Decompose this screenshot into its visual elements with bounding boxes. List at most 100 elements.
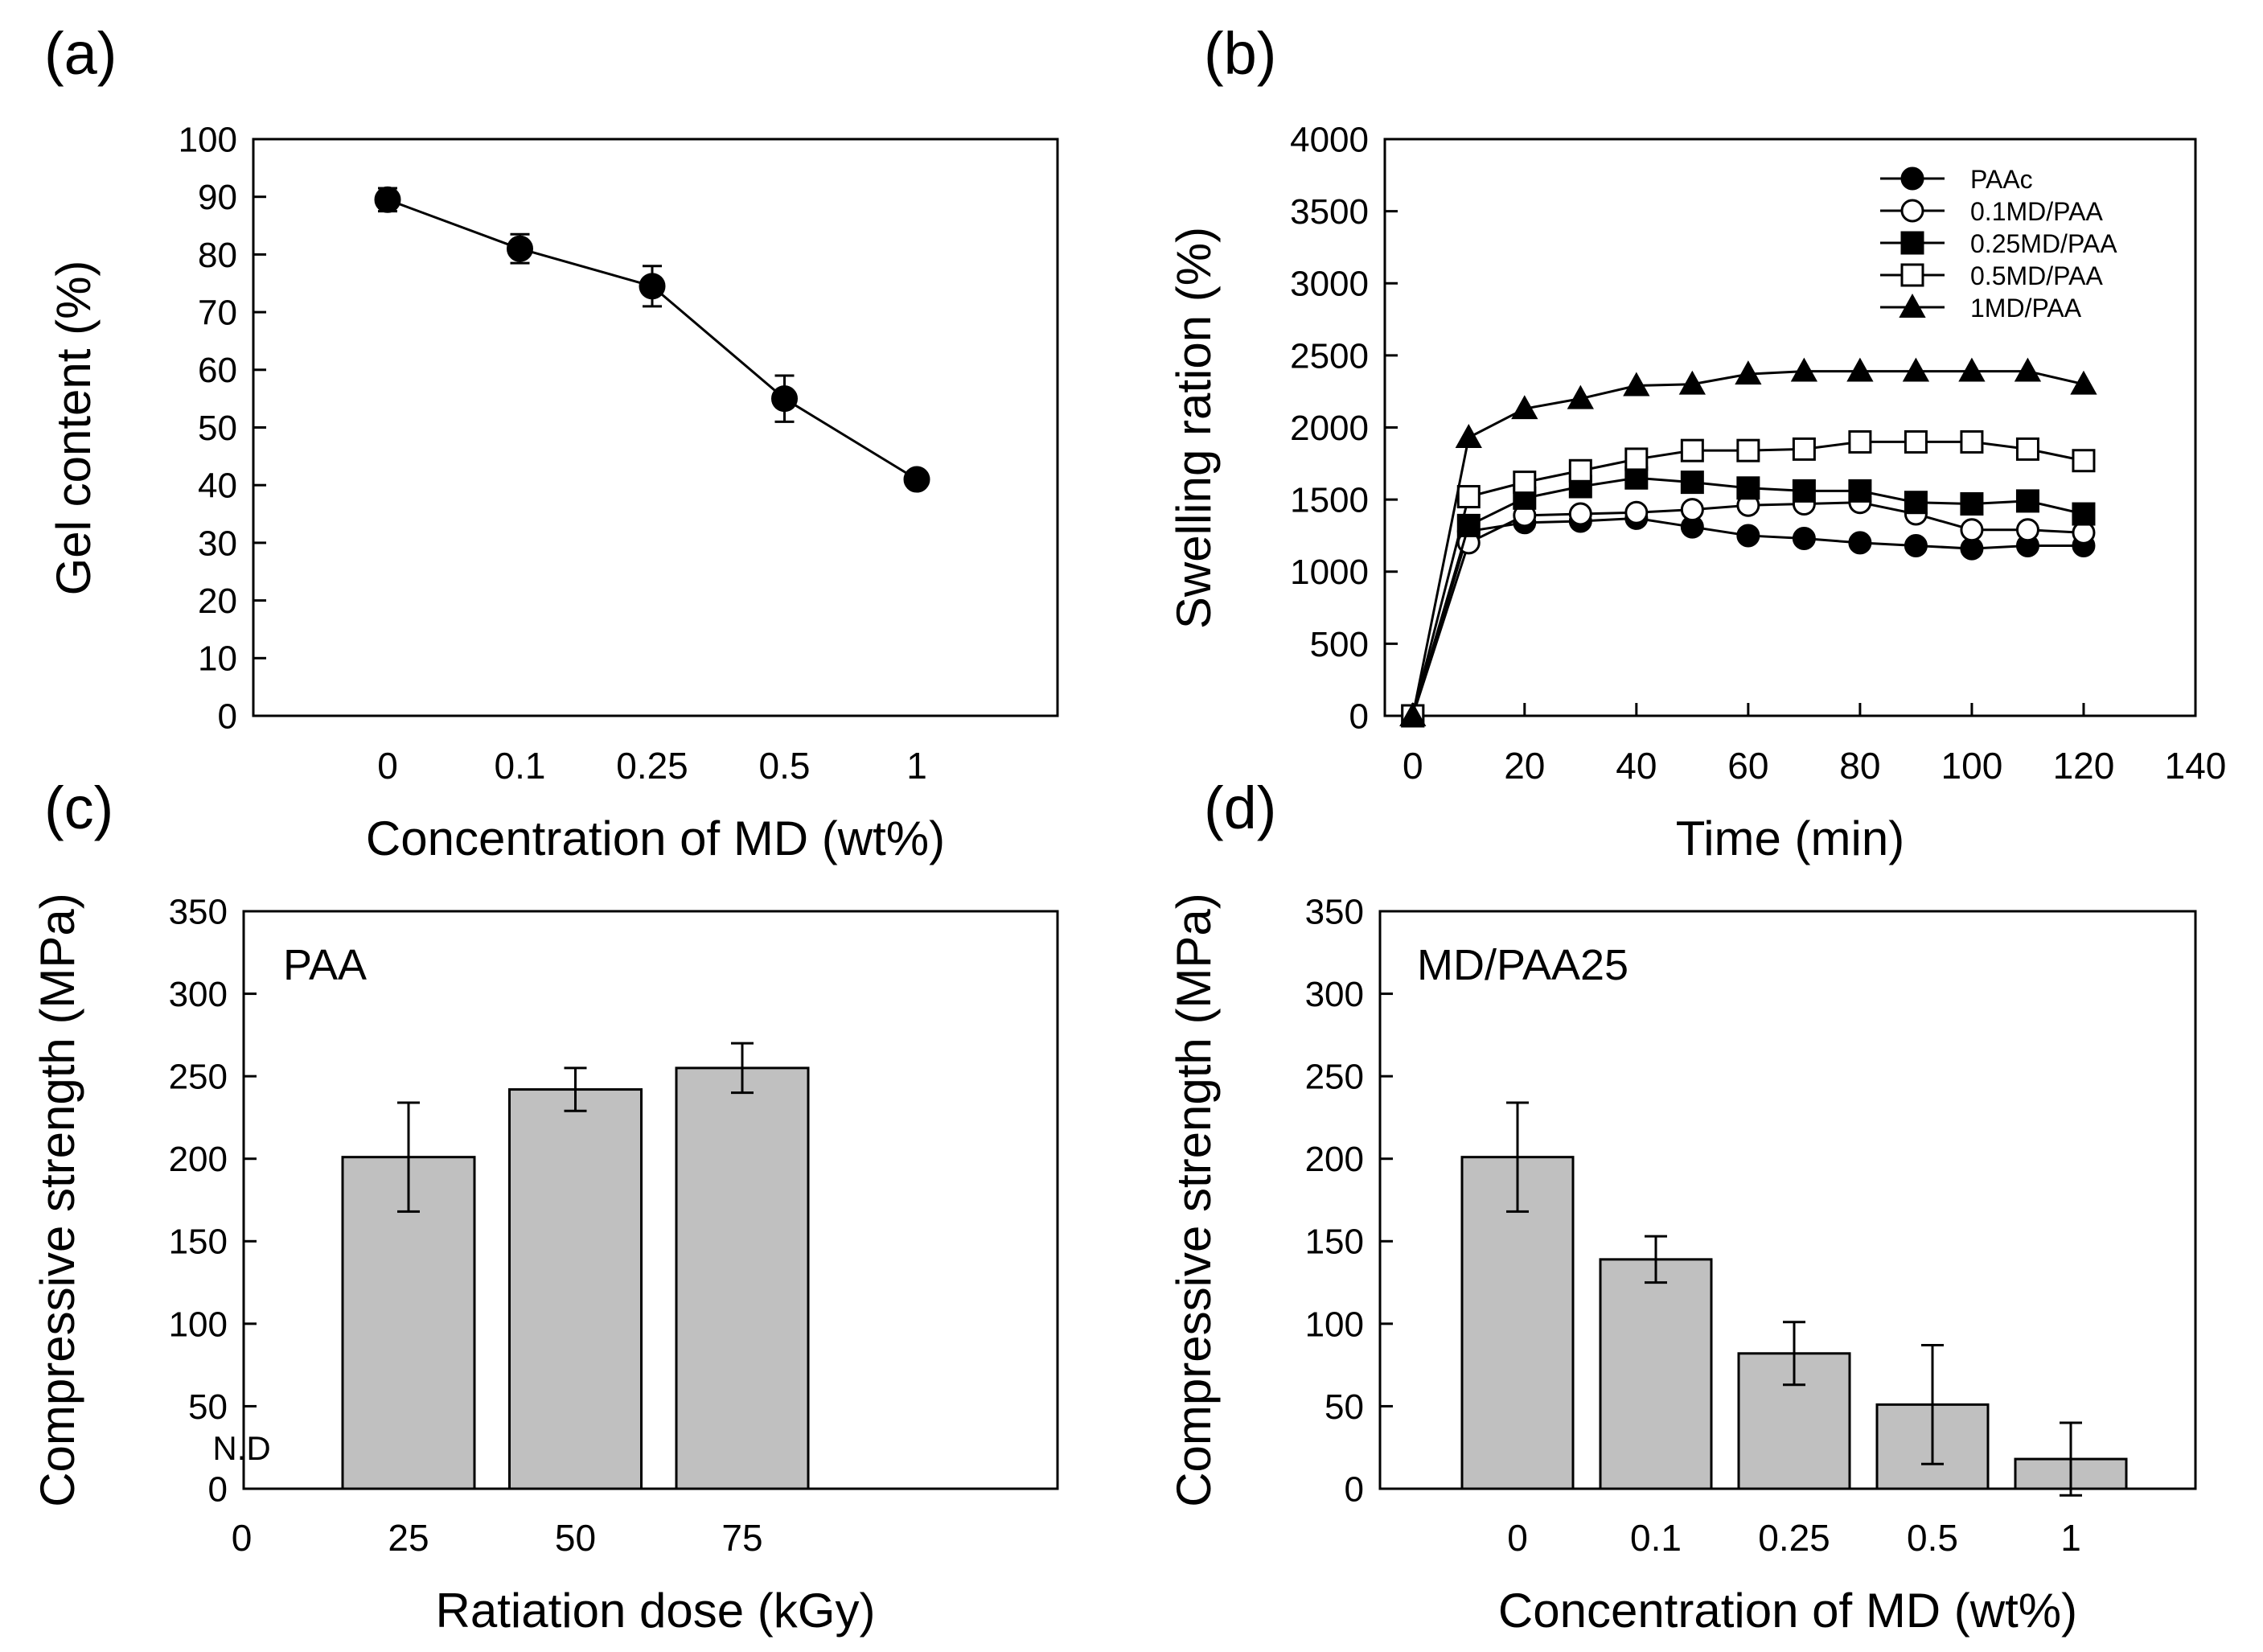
legend-marker-paac xyxy=(1900,166,1924,191)
x-tick-label: 1 xyxy=(2060,1517,2081,1559)
x-tick-label: 0.1 xyxy=(1630,1517,1682,1559)
y-tick-label: 50 xyxy=(198,409,237,448)
x-tick-label: 100 xyxy=(1941,745,2003,787)
data-point-0-5md-paa xyxy=(1456,485,1481,509)
panel-b-legend: PAAc 0.1MD/PAA 0.25MD/PAA 0.5MD/PAA 1MD/PAA xyxy=(1880,165,2117,323)
y-tick-label: 30 xyxy=(198,524,237,563)
y-tick-label: 0 xyxy=(208,1469,228,1509)
x-tick-label: 0.1 xyxy=(495,745,546,787)
panel-b-label: (b) xyxy=(1204,20,1276,87)
data-point-0-1md-paa xyxy=(1568,502,1592,526)
data-point-0-5md-paa xyxy=(1513,471,1537,495)
panel-a-label: (a) xyxy=(44,20,117,87)
data-point-0-5md-paa xyxy=(1624,447,1649,471)
y-tick-label: 2000 xyxy=(1290,409,1369,448)
y-tick-label: 60 xyxy=(198,351,237,390)
data-point-0-25md-paa xyxy=(2015,489,2039,513)
y-tick-label: 1000 xyxy=(1290,553,1369,592)
data-point-0-5md-paa xyxy=(1792,437,1816,461)
panel-c-plot-frame xyxy=(242,910,1059,1490)
data-point-0-25md-paa xyxy=(1792,479,1816,503)
panel-d-y-axis: 0 50 100 150 200 250 300 350 xyxy=(1305,892,1393,1509)
panel-c-compressive-strength-dose: (c) PAA 0 50 100 150 200 250 300 350 0 25 50 75 N.… xyxy=(31,775,1059,1638)
y-tick-label: 90 xyxy=(198,178,237,217)
panel-b-y-axis-title: Swelling ration (%) xyxy=(1167,227,1221,629)
legend-marker-0-5md-paa xyxy=(1900,263,1924,287)
y-tick-label: 250 xyxy=(1305,1058,1364,1097)
y-tick-label: 150 xyxy=(169,1223,228,1262)
data-point-1md-paa xyxy=(2014,357,2042,382)
legend-label-paac: PAAc xyxy=(1970,165,2033,194)
y-tick-label: 0 xyxy=(218,697,237,736)
y-tick-label: 20 xyxy=(198,581,237,621)
panel-a-y-axis: 0 10 20 30 40 50 60 70 80 90 100 xyxy=(179,120,266,736)
data-point-1md-paa xyxy=(1678,370,1706,395)
x-tick-label: 60 xyxy=(1727,745,1768,787)
y-tick-label: 50 xyxy=(1325,1387,1364,1427)
panel-a-x-axis-title: Concentration of MD (wt%) xyxy=(366,812,945,865)
x-tick-label: 0 xyxy=(1507,1517,1528,1559)
not-detected-label: N.D xyxy=(212,1429,270,1467)
legend-label-0-1md-paa: 0.1MD/PAA xyxy=(1970,197,2103,226)
panel-c-x-axis: 0 25 50 75 xyxy=(232,1517,763,1559)
y-tick-label: 350 xyxy=(1305,892,1364,931)
legend-marker-0-25md-paa xyxy=(1900,231,1924,255)
y-tick-label: 80 xyxy=(198,236,237,275)
x-tick-label: 140 xyxy=(2165,745,2227,787)
bar xyxy=(675,1066,810,1490)
panel-a-x-axis: 0 0.1 0.25 0.5 1 xyxy=(377,745,927,787)
legend-label-0-25md-paa: 0.25MD/PAA xyxy=(1970,229,2117,258)
data-point-1md-paa xyxy=(1623,372,1650,397)
x-tick-label: 80 xyxy=(1839,745,1880,787)
data-point-paac xyxy=(1848,531,1872,555)
data-point-0-25md-paa xyxy=(1680,471,1704,495)
y-tick-label: 3000 xyxy=(1290,265,1369,304)
x-tick-label: 0.25 xyxy=(1758,1517,1830,1559)
panel-d-y-axis-title: Compressive strength (MPa) xyxy=(1167,893,1221,1507)
x-tick-label: 0.5 xyxy=(1907,1517,1958,1559)
x-tick-label: 0.25 xyxy=(616,745,688,787)
y-tick-label: 100 xyxy=(179,120,237,159)
y-tick-label: 100 xyxy=(169,1305,228,1344)
y-tick-label: 3500 xyxy=(1290,192,1369,232)
data-point-paac xyxy=(1792,527,1816,551)
y-tick-label: 200 xyxy=(169,1140,228,1179)
data-point xyxy=(639,273,666,300)
y-tick-label: 250 xyxy=(169,1058,228,1097)
y-tick-label: 4000 xyxy=(1290,120,1369,159)
panel-b-y-axis: 0 500 1000 1500 2000 2500 3000 3500 4000 xyxy=(1290,120,1398,736)
data-point-0-25md-paa xyxy=(1960,492,1984,516)
panel-b-x-axis-title: Time (min) xyxy=(1676,812,1904,865)
data-point-0-25md-paa xyxy=(1848,479,1872,503)
panel-d-inner-label: MD/PAA25 xyxy=(1417,941,1628,989)
bar xyxy=(1599,1258,1713,1490)
data-point-1md-paa xyxy=(1958,357,1986,382)
data-point-1md-paa xyxy=(1455,424,1482,449)
x-tick-label: 0.5 xyxy=(759,745,811,787)
data-point-0-5md-paa xyxy=(2015,437,2039,461)
data-point xyxy=(903,466,930,493)
data-point-0-5md-paa xyxy=(2072,449,2096,473)
x-tick-label: 20 xyxy=(1504,745,1545,787)
panel-d-x-axis-title: Concentration of MD (wt%) xyxy=(1498,1584,2077,1638)
legend-label-1md-paa: 1MD/PAA xyxy=(1970,294,2082,323)
data-point-1md-paa xyxy=(1790,357,1818,382)
panel-b-x-axis: 0 20 40 60 80 100 120 140 xyxy=(1403,703,2226,787)
y-tick-label: 300 xyxy=(169,975,228,1014)
x-tick-label: 120 xyxy=(2053,745,2115,787)
data-point-1md-paa xyxy=(1735,360,1762,385)
y-tick-label: 150 xyxy=(1305,1223,1364,1262)
y-tick-label: 1500 xyxy=(1290,481,1369,520)
y-tick-label: 40 xyxy=(198,466,237,506)
data-point xyxy=(771,385,798,413)
panel-b-series xyxy=(1399,357,2097,728)
x-tick-label: 40 xyxy=(1616,745,1657,787)
data-point-1md-paa xyxy=(1567,384,1594,409)
data-point xyxy=(507,235,533,262)
x-tick-label: 0 xyxy=(232,1517,253,1559)
data-point-1md-paa xyxy=(1399,701,1427,726)
data-point-0-25md-paa xyxy=(2072,502,2096,526)
data-point-1md-paa xyxy=(1511,395,1538,420)
x-tick-label: 0 xyxy=(377,745,398,787)
